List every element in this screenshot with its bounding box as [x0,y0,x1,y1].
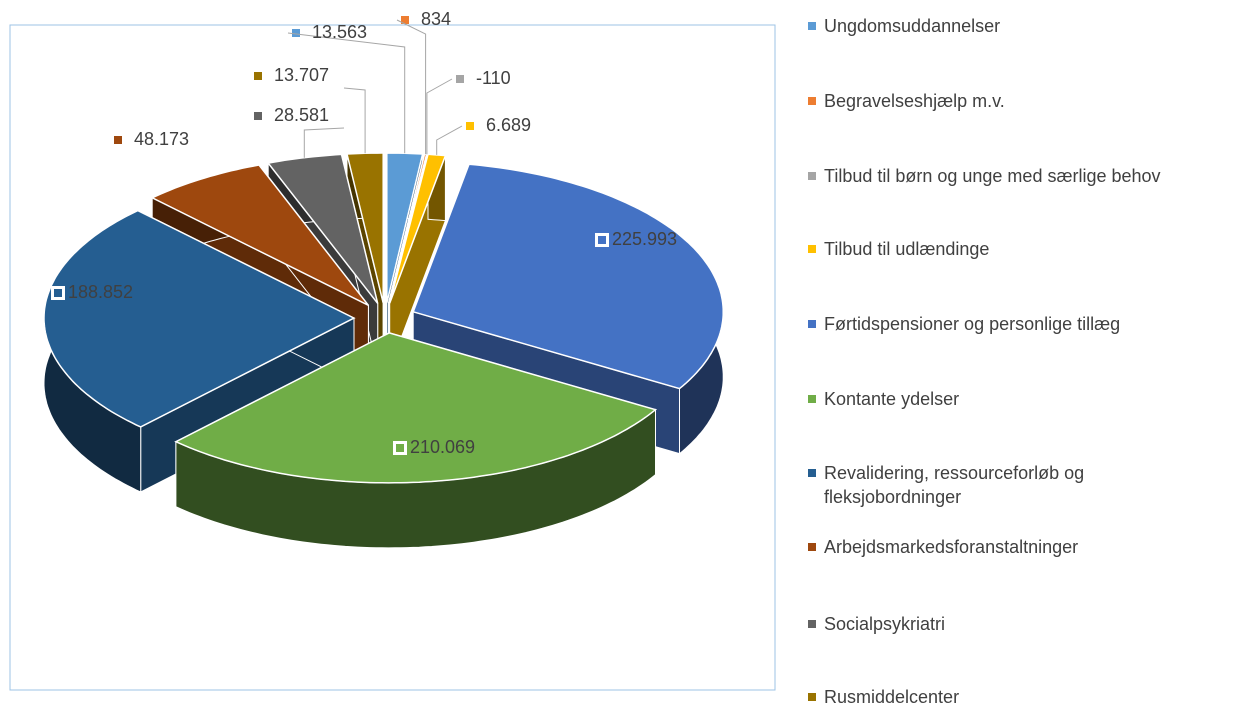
leader-line [303,127,345,158]
label-key [401,16,409,24]
data-label: -110 [476,68,511,88]
legend-label: Rusmiddelcenter [824,687,960,706]
chart: 13.563 834 -110 6.689 225.993 210.069 188.852 4… [9,9,776,691]
legend-label: Ungdomsuddannelser [824,16,1001,36]
leader-line [343,87,366,154]
label-key [254,72,262,80]
legend-swatch [808,693,816,701]
legend-item: Socialpsykriatri [808,614,945,635]
legend-label: Førtidspensioner og personlige tillæg [824,314,1121,334]
data-label: 48.173 [134,129,189,149]
legend-item: Kontante ydelser [808,389,959,410]
label-key [456,75,464,83]
legend-item: Revalidering, ressourceforløb og fleksjo… [808,461,1138,509]
legend-swatch [808,469,816,477]
legend-label: Socialpsykriatri [824,614,946,634]
legend-item: Tilbud til børn og unge med særlige beho… [808,166,1161,187]
label-key [254,112,262,120]
data-label: 210.069 [410,437,475,457]
legend-swatch [808,543,816,551]
leader-line [287,32,406,154]
legend-item: Ungdomsuddannelser [808,16,1000,37]
legend-swatch [808,97,816,105]
legend-swatch [808,22,816,30]
leader-line [396,19,427,155]
legend-swatch [808,172,816,180]
slice [43,209,356,428]
legend-item: Rusmiddelcenter [808,687,959,706]
label-key [114,136,122,144]
data-label: 834 [421,9,451,29]
legend-item: Arbejdsmarkedsforanstaltninger [808,537,1078,558]
legend-label: Revalidering, ressourceforløb og fleksjo… [824,463,1085,507]
slice [412,163,724,390]
legend-item: Begravelseshjælp m.v. [808,91,1005,112]
legend-label: Kontante ydelser [824,389,960,409]
legend-label: Tilbud til børn og unge med særlige beho… [824,166,1161,186]
legend-item: Tilbud til udlændinge [808,239,989,260]
slice [150,164,369,306]
plot-frame [9,24,776,691]
legend-swatch [808,320,816,328]
legend-label: Arbejdsmarkedsforanstaltninger [824,537,1079,557]
data-label: 28.581 [274,105,329,125]
legend-label: Tilbud til udlændinge [824,239,990,259]
label-key [54,289,62,297]
legend-swatch [808,245,816,253]
label-key [396,444,404,452]
data-label: 13.707 [274,65,329,85]
label-key [466,122,474,130]
data-label: 188.852 [68,282,133,302]
legend-swatch [808,395,816,403]
data-label: 13.563 [312,22,367,42]
leader-line [436,125,463,155]
leader-line [426,78,453,155]
legend-label: Begravelseshjælp m.v. [824,91,1005,111]
legend-swatch [808,620,816,628]
data-label: 225.993 [612,229,677,249]
slice [174,332,658,484]
label-key [292,29,300,37]
data-label: 6.689 [486,115,531,135]
label-key [598,236,606,244]
legend-item: Førtidspensioner og personlige tillæg [808,314,1120,335]
